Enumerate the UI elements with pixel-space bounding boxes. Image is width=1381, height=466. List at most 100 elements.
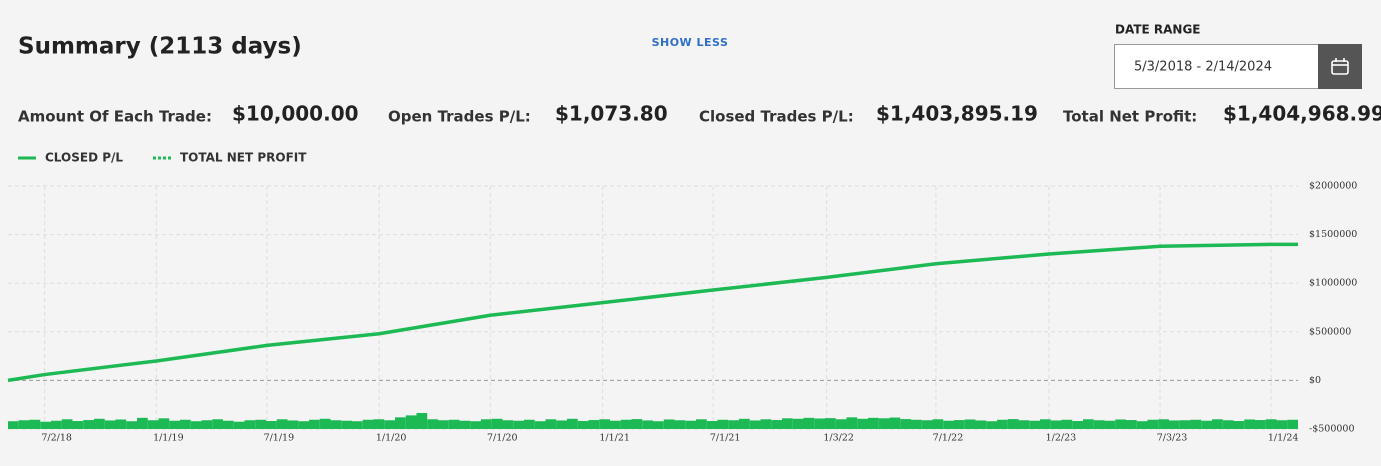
pl-bar <box>900 419 911 429</box>
series-line <box>7 243 1298 382</box>
y-tick-label: -$500000 <box>1309 424 1355 435</box>
pl-bar <box>201 420 213 429</box>
pl-bar <box>51 420 62 429</box>
pl-bar <box>1158 419 1169 429</box>
pl-bar <box>868 417 879 429</box>
stat-label: Amount Of Each Trade: <box>18 108 212 126</box>
pl-bar <box>1265 419 1277 429</box>
pl-bar <box>126 421 137 429</box>
pl-bar <box>997 419 1008 429</box>
pl-bar <box>534 421 546 429</box>
pl-bar <box>448 419 460 429</box>
y-tick-label: $1500000 <box>1309 229 1357 240</box>
pl-bar <box>943 420 954 429</box>
pl-bar <box>287 420 299 429</box>
pl-bar <box>771 420 782 429</box>
pl-bar <box>309 419 320 429</box>
pl-bar <box>878 418 890 429</box>
stat-value: $1,073.80 <box>555 102 668 126</box>
pl-bar <box>94 418 105 429</box>
pl-bar <box>502 420 514 429</box>
pl-bar <box>1233 421 1245 429</box>
pl-bar <box>61 419 73 429</box>
pl-bar <box>524 419 535 429</box>
pl-bar <box>1115 419 1126 429</box>
x-tick-label: 7/1/19 <box>264 433 295 444</box>
series-line <box>7 242 1298 383</box>
show-less-link[interactable]: SHOW LESS <box>652 36 729 49</box>
pl-bar <box>696 419 707 429</box>
pl-bar <box>137 417 148 429</box>
stat-value: $1,404,968.99 <box>1223 102 1381 126</box>
pl-bar <box>1083 419 1094 429</box>
pl-bar <box>223 420 234 429</box>
pl-bar <box>1255 420 1266 429</box>
pl-bar <box>1169 420 1180 429</box>
x-tick-label: 1/1/20 <box>376 433 407 444</box>
pl-bar <box>964 419 976 429</box>
x-tick-label: 1/2/23 <box>1046 433 1077 444</box>
pl-bar <box>438 420 449 429</box>
pl-bar <box>685 420 696 429</box>
stat-value: $10,000.00 <box>232 102 359 126</box>
pl-bar <box>104 420 116 429</box>
pl-bar <box>115 419 127 429</box>
pl-bar <box>620 419 632 429</box>
pl-bar <box>954 420 965 429</box>
pl-bar <box>588 420 600 429</box>
pl-bar <box>674 420 686 429</box>
pl-bar <box>83 420 94 429</box>
pl-bar <box>1018 420 1030 429</box>
y-tick-label: $1000000 <box>1309 278 1357 289</box>
stat-label: Closed Trades P/L: <box>699 108 854 126</box>
pl-bar <box>1136 421 1148 429</box>
pl-bar <box>599 419 610 429</box>
pl-bar <box>29 419 41 429</box>
x-tick-label: 7/2/18 <box>41 433 72 444</box>
pl-bar <box>319 418 331 429</box>
pl-bar <box>760 419 772 429</box>
pl-bar <box>921 420 933 429</box>
pl-bar <box>212 419 223 429</box>
calendar-button[interactable] <box>1318 44 1362 89</box>
pl-bar <box>384 420 395 429</box>
pl-bar <box>276 419 288 429</box>
pl-bar <box>577 421 589 429</box>
calendar-icon <box>1331 58 1349 75</box>
stat-label: Total Net Profit: <box>1063 108 1197 126</box>
x-tick-label: 7/1/21 <box>710 433 741 444</box>
pl-bar <box>1126 420 1137 429</box>
pl-bar <box>459 420 471 429</box>
pl-bar <box>255 419 266 429</box>
pl-bar <box>1244 419 1255 429</box>
pl-bar <box>427 419 438 429</box>
date-range-input[interactable] <box>1114 44 1319 89</box>
pl-bar <box>298 421 309 429</box>
y-tick-label: $500000 <box>1309 326 1351 337</box>
pl-bar <box>749 420 761 429</box>
pl-bar <box>739 418 750 429</box>
pl-bar <box>395 417 406 429</box>
pl-bar <box>663 419 675 429</box>
date-range-value: 5/3/2018 - 2/14/2024 <box>1134 60 1272 75</box>
pl-bar <box>352 421 363 429</box>
pl-bar <box>1050 420 1062 429</box>
pl-bar <box>180 419 191 429</box>
legend-label: CLOSED P/L <box>45 151 123 165</box>
x-tick-label: 7/1/20 <box>487 433 518 444</box>
pl-bar <box>1104 420 1116 429</box>
pl-bar <box>244 420 256 429</box>
pl-bar <box>330 420 342 429</box>
pl-bar <box>846 417 858 429</box>
pl-bar <box>728 420 739 429</box>
pl-bar <box>1276 420 1288 429</box>
pl-bar <box>491 418 503 429</box>
pl-bar <box>416 412 428 429</box>
pl-bar <box>545 419 557 429</box>
date-range-label: DATE RANGE <box>1115 23 1201 37</box>
pl-bar <box>717 419 729 429</box>
pl-bar <box>1287 419 1298 429</box>
pl-bar <box>610 420 621 429</box>
pl-bar <box>40 421 51 429</box>
